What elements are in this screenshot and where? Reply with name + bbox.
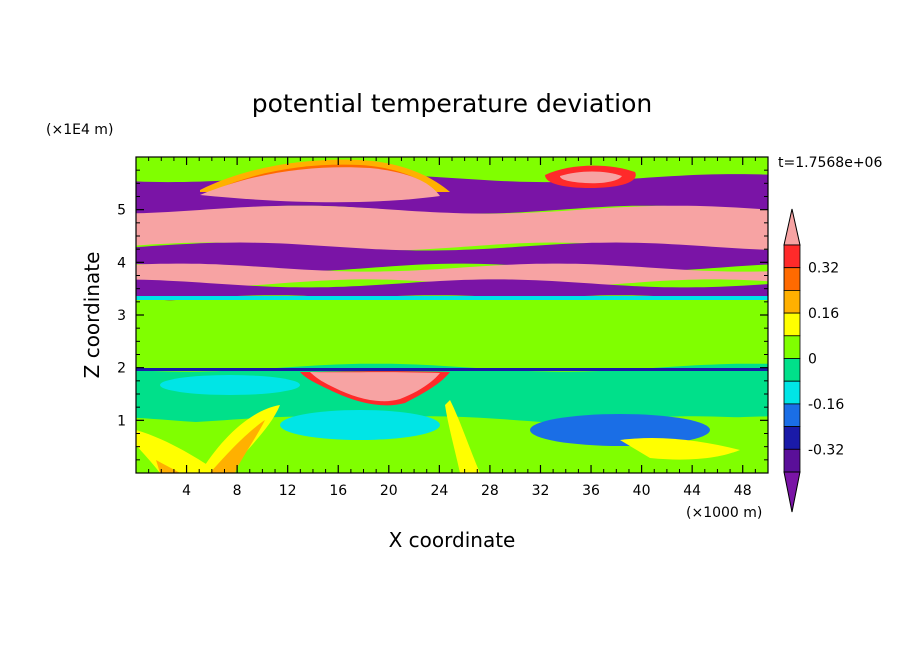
contour-blob-blue [530, 414, 710, 446]
colorbar-swatch [783, 267, 801, 291]
colorbar-swatch [783, 244, 801, 269]
x-unit-label: (×1000 m) [686, 505, 762, 521]
colorbar-min-triangle [783, 471, 801, 513]
contour-blob-cyan [280, 410, 440, 440]
y-unit-label: (×1E4 m) [46, 122, 113, 138]
x-tick-label: 32 [532, 483, 550, 499]
x-tick-label: 24 [430, 483, 448, 499]
x-tick-label: 44 [683, 483, 701, 499]
contour-lower-lens-pink [310, 372, 440, 402]
contour-top-lens-pink [200, 167, 440, 203]
contour-band [136, 263, 768, 288]
colorbar-swatch [783, 289, 801, 314]
contour-band [136, 279, 768, 304]
y-tick-label: 3 [117, 308, 126, 324]
contour-band [136, 205, 768, 251]
x-tick-label: 4 [182, 483, 191, 499]
x-tick-label: 20 [380, 483, 398, 499]
contour-band [136, 295, 768, 372]
plot-area [136, 157, 768, 473]
y-tick-label: 4 [117, 255, 126, 271]
y-axis-label: Z coordinate [80, 252, 104, 379]
colorbar-tick-label: 0 [808, 352, 817, 368]
y-tick-label: 1 [117, 413, 126, 429]
x-tick-label: 16 [329, 483, 347, 499]
colorbar-swatch [783, 426, 801, 450]
time-label: t=1.7568e+06 [778, 155, 882, 171]
colorbar-swatch [783, 403, 801, 427]
x-axis: 4 8 12 16 20 24 28 32 36 40 44 48 [148, 157, 756, 499]
colorbar-tick-label: -0.16 [808, 397, 844, 413]
colorbar-tick-label: -0.32 [808, 442, 844, 458]
contour-thin-line [136, 296, 768, 300]
y-tick-label: 5 [117, 203, 126, 219]
x-tick-label: 12 [279, 483, 297, 499]
colorbar-swatch [783, 335, 801, 359]
contour-blob-cyan [160, 375, 300, 395]
x-axis-label: X coordinate [389, 528, 516, 552]
contour-band [136, 363, 768, 425]
chart-title: potential temperature deviation [252, 89, 652, 118]
colorbar-tick-label: 0.32 [808, 261, 839, 277]
contour-bottom-swirl-yellow [445, 400, 480, 473]
x-tick-label: 36 [582, 483, 600, 499]
x-tick-label: 8 [233, 483, 242, 499]
y-axis: 1 2 3 4 5 [117, 169, 768, 461]
contour-bottom-swirl-orange [210, 420, 265, 473]
x-tick-label: 48 [734, 483, 752, 499]
colorbar-swatch [783, 312, 801, 337]
contour-thin-line [136, 368, 768, 371]
colorbar: 0.32 0.16 0 -0.16 -0.32 [783, 208, 844, 513]
x-tick-label: 40 [633, 483, 651, 499]
x-tick-label: 28 [481, 483, 499, 499]
contour-bottom-swirl-yellow [200, 405, 280, 473]
colorbar-swatch [783, 380, 801, 405]
contour-band [136, 242, 768, 272]
contour-right-lens-pink [560, 171, 622, 184]
colorbar-max-triangle [783, 208, 801, 246]
contour-bottom-swirl-yellow [620, 438, 740, 460]
colorbar-swatch [783, 358, 801, 382]
y-tick-label: 2 [117, 361, 126, 377]
contour-features [136, 159, 768, 473]
colorbar-tick-label: 0.16 [808, 306, 839, 322]
colorbar-swatch [783, 448, 801, 473]
